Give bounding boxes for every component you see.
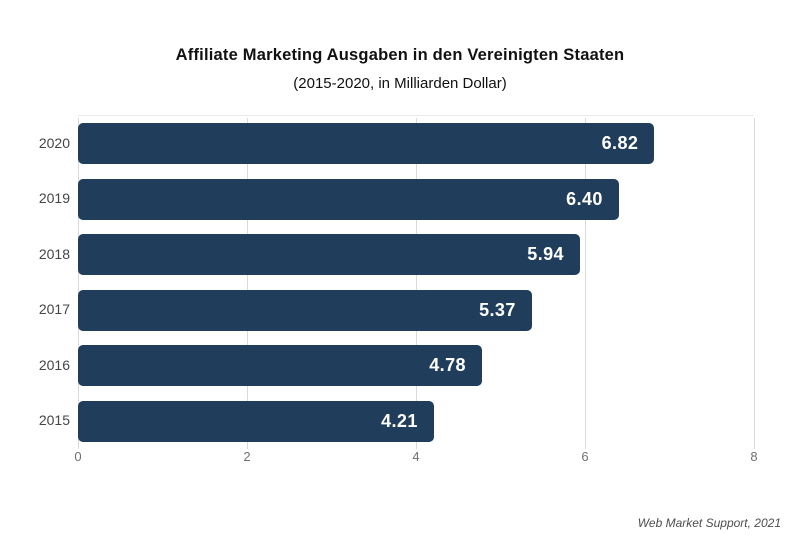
year-label-2019: 2019 [38,190,70,207]
bar-2018: 5.94 [78,234,580,276]
gridline-0 [77,118,79,449]
bar-row-2018: 5.94 [78,227,754,283]
year-label-2020: 2020 [38,134,70,151]
bar-row-2016: 4.78 [78,338,754,394]
bar-row-2015: 4.21 [78,394,754,450]
x-tick-label-2: 2 [243,449,251,464]
bar-row-2020: 6.82 [78,116,754,172]
bar-value-label-2019: 6.40 [566,188,603,209]
chart-subtitle: (2015-2020, in Milliarden Dollar) [293,75,507,92]
x-tick-label-0: 0 [74,449,82,464]
bar-2016: 4.78 [78,345,482,387]
x-tick-label-8: 8 [750,449,758,464]
gridline-4 [415,118,417,449]
bar-row-2017: 5.37 [78,283,754,339]
chart-title: Affiliate Marketing Ausgaben in den Vere… [175,46,625,64]
bar-value-label-2017: 5.37 [479,299,516,320]
bar-row-2019: 6.40 [78,172,754,228]
bar-value-label-2015: 4.21 [381,410,418,431]
bar-2015: 4.21 [78,400,434,442]
source-note: Web Market Support, 2021 [637,516,781,530]
x-tick-label-4: 4 [412,449,420,464]
gridline-6 [584,118,586,449]
bar-rows: 6.82 6.40 5.94 5.37 4.78 4.21 [78,116,754,449]
year-label-2018: 2018 [38,245,70,262]
bar-2020: 6.82 [78,123,655,165]
year-label-2015: 2015 [38,412,70,429]
gridline-8 [753,118,755,449]
x-tick-label-6: 6 [581,449,589,464]
bar-value-label-2020: 6.82 [601,133,639,154]
gridline-2 [246,118,248,449]
bar-2017: 5.37 [78,289,532,331]
bar-2019: 6.40 [78,178,619,220]
year-axis-labels: 2020 2019 2018 2017 2016 2015 [0,115,70,448]
bar-value-label-2018: 5.94 [527,244,564,265]
bar-value-label-2016: 4.78 [429,355,466,376]
year-label-2017: 2017 [38,301,70,318]
year-label-2016: 2016 [38,356,70,373]
x-axis: 0 2 4 6 8 [74,449,758,467]
plot-area: 6.82 6.40 5.94 5.37 4.78 4.21 [77,115,755,449]
